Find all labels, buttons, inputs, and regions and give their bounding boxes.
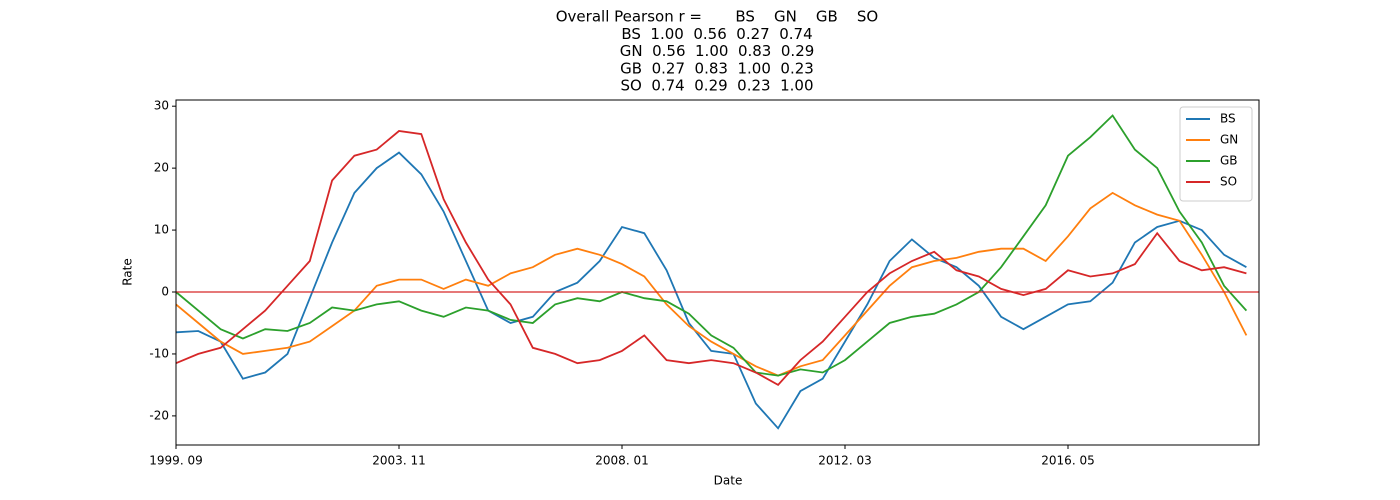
chart-title: SO 0.74 0.29 0.23 1.00	[620, 77, 813, 95]
chart-title: BS 1.00 0.56 0.27 0.74	[621, 25, 812, 43]
x-tick-label: 2016. 05	[1041, 454, 1094, 468]
x-axis-label: Date	[714, 474, 743, 488]
series-line	[175, 151, 1247, 430]
y-axis-label: Rate	[121, 258, 135, 286]
x-tick-label: 1999. 09	[149, 454, 202, 468]
x-tick-label: 2008. 01	[595, 454, 648, 468]
y-tick-label: 30	[154, 99, 169, 113]
series-line	[175, 114, 1248, 377]
series-line	[175, 130, 1247, 387]
x-tick-label: 2003. 11	[372, 454, 425, 468]
chart-title: GN 0.56 1.00 0.83 0.29	[620, 42, 815, 60]
plot-frame	[175, 99, 1260, 446]
series-line	[175, 191, 1248, 377]
legend-label: GN	[1220, 133, 1238, 147]
x-tick-label: 2012. 03	[818, 454, 871, 468]
legend-label: SO	[1220, 175, 1237, 189]
y-tick-label: 10	[154, 223, 169, 237]
legend-box	[1179, 106, 1253, 202]
chart-title: GB 0.27 0.83 1.00 0.23	[620, 59, 814, 77]
legend-label: BS	[1220, 112, 1236, 126]
y-tick-label: -10	[149, 346, 169, 360]
y-tick-label: 20	[154, 161, 169, 175]
chart-title: Overall Pearson r = BS GN GB SO	[556, 8, 878, 26]
y-tick-label: -20	[149, 408, 169, 422]
y-tick-label: 0	[161, 285, 169, 299]
legend-label: GB	[1220, 154, 1238, 168]
